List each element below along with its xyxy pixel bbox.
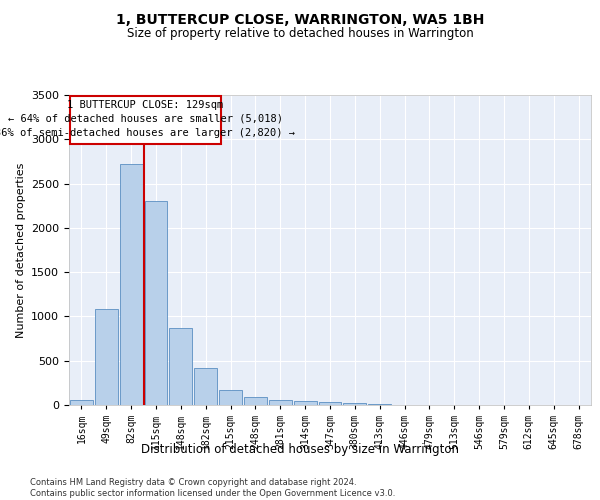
Bar [70, 96, 221, 144]
Bar [219, 390, 242, 405]
Text: 1 BUTTERCUP CLOSE: 129sqm: 1 BUTTERCUP CLOSE: 129sqm [67, 100, 224, 110]
Bar [269, 400, 292, 405]
Bar [244, 396, 267, 405]
Bar [368, 404, 391, 405]
Bar [294, 401, 317, 405]
Text: Contains HM Land Registry data © Crown copyright and database right 2024.
Contai: Contains HM Land Registry data © Crown c… [30, 478, 395, 498]
Bar [194, 368, 217, 405]
Bar [145, 202, 167, 405]
Text: Size of property relative to detached houses in Warrington: Size of property relative to detached ho… [127, 28, 473, 40]
Bar [343, 403, 366, 405]
Bar [120, 164, 143, 405]
Bar [70, 400, 93, 405]
Bar [169, 328, 192, 405]
Text: 36% of semi-detached houses are larger (2,820) →: 36% of semi-detached houses are larger (… [0, 128, 295, 138]
Bar [319, 402, 341, 405]
Text: ← 64% of detached houses are smaller (5,018): ← 64% of detached houses are smaller (5,… [8, 114, 283, 124]
Text: 1, BUTTERCUP CLOSE, WARRINGTON, WA5 1BH: 1, BUTTERCUP CLOSE, WARRINGTON, WA5 1BH [116, 12, 484, 26]
Y-axis label: Number of detached properties: Number of detached properties [16, 162, 26, 338]
Text: Distribution of detached houses by size in Warrington: Distribution of detached houses by size … [141, 442, 459, 456]
Bar [95, 310, 118, 405]
